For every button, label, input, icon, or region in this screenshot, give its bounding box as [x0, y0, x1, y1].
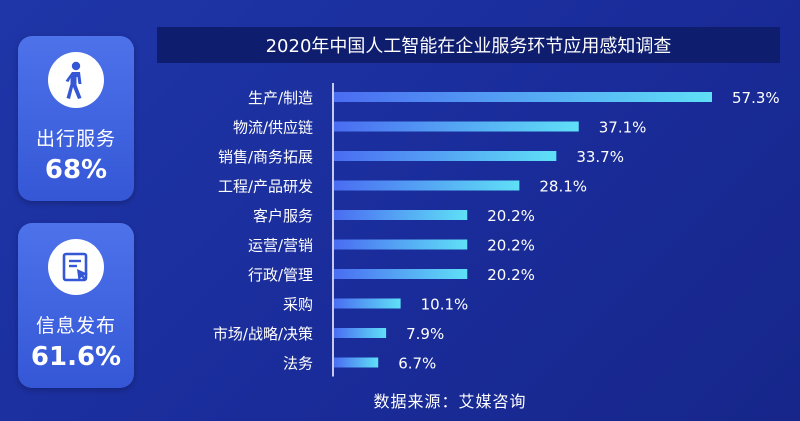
- data-source-note: 数据来源：艾媒咨询: [373, 392, 527, 411]
- bar: [334, 210, 468, 220]
- stat-card-travel-service: 出行服务 68%: [18, 36, 134, 201]
- category-label: 销售/商务拓展: [218, 148, 313, 166]
- stat-value: 61.6%: [30, 342, 122, 372]
- bar: [334, 121, 579, 132]
- category-label: 工程/产品研发: [218, 178, 313, 196]
- category-label: 采购: [283, 296, 313, 314]
- value-label: 28.1%: [539, 178, 587, 196]
- value-label: 37.1%: [599, 119, 647, 137]
- bar: [334, 151, 557, 161]
- value-label: 33.7%: [576, 148, 624, 166]
- category-label: 生产/制造: [248, 89, 313, 107]
- bar: [334, 298, 401, 309]
- value-label: 6.7%: [398, 355, 436, 373]
- bar: [334, 328, 387, 338]
- category-label: 物流/供应链: [233, 119, 313, 137]
- category-label: 客户服务: [253, 207, 313, 225]
- bar: [334, 180, 520, 191]
- category-label: 法务: [283, 355, 313, 373]
- bar: [334, 357, 379, 368]
- value-label: 7.9%: [406, 325, 444, 343]
- bar: [334, 92, 712, 102]
- bar: [334, 239, 468, 250]
- value-label: 10.1%: [421, 296, 469, 314]
- category-label: 行政/管理: [248, 266, 313, 284]
- category-label: 运营/营销: [248, 237, 313, 255]
- category-label: 市场/战略/决策: [213, 325, 313, 343]
- stat-label: 信息发布: [35, 315, 116, 337]
- chart-title: 2020年中国人工智能在企业服务环节应用感知调查: [157, 27, 780, 63]
- bar: [334, 269, 468, 279]
- value-label: 20.2%: [487, 207, 535, 225]
- value-label: 20.2%: [487, 266, 535, 284]
- stat-label: 出行服务: [35, 128, 116, 150]
- walking-person-icon: [48, 52, 104, 108]
- stat-card-info-release: 信息发布 61.6%: [18, 223, 134, 388]
- stat-value: 68%: [44, 155, 108, 185]
- document-pointer-icon: [48, 239, 104, 295]
- value-label: 20.2%: [487, 237, 535, 255]
- value-label: 57.3%: [732, 89, 780, 107]
